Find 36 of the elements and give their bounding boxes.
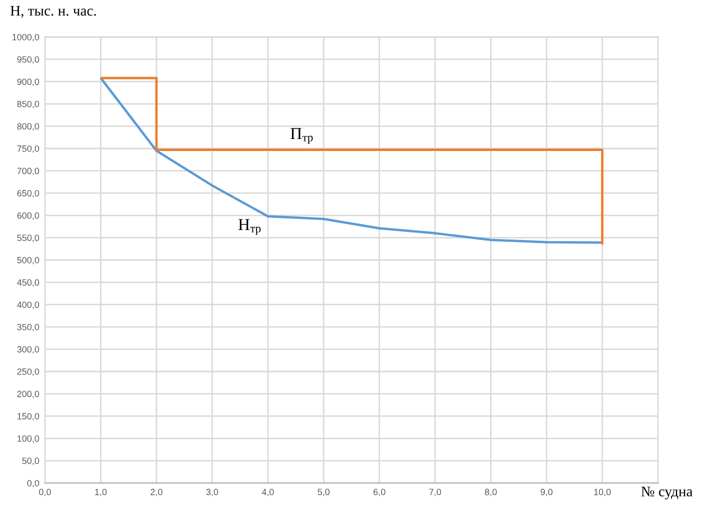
x-tick-label: 5,0 (318, 488, 330, 496)
series-label: П$_{тр}$ (290, 128, 313, 144)
x-tick-label: 2,0 (150, 488, 162, 496)
y-tick-label: 600,0 (17, 212, 40, 220)
y-tick-label: 150,0 (18, 413, 40, 421)
y-tick-label: 700,0 (17, 168, 40, 176)
x-tick-label: 9,0 (540, 488, 552, 496)
y-tick-label: 550,0 (17, 234, 40, 242)
y-tick-label: 800,0 (17, 123, 40, 131)
y-tick-label: 450,0 (17, 279, 40, 287)
y-tick-label: 300,0 (17, 346, 40, 354)
x-tick-label: 3,0 (206, 488, 218, 496)
y-tick-label: 0,0 (27, 480, 40, 488)
y-tick-label: 250,0 (17, 368, 40, 376)
x-tick-label: 0,0 (39, 488, 51, 496)
y-tick-label: 1000,0 (12, 34, 40, 42)
x-tick-label: 7,0 (429, 488, 442, 496)
y-tick-label: 650,0 (17, 190, 40, 198)
y-tick-label: 350,0 (17, 324, 40, 332)
y-tick-label: 750,0 (17, 145, 40, 153)
y-tick-label: 850,0 (17, 100, 40, 108)
y-tick-label: 100,0 (18, 435, 40, 443)
y-tick-label: 900,0 (17, 78, 40, 86)
series-label: Н$_{тр}$ (238, 219, 261, 235)
x-tick-label: 8,0 (484, 488, 497, 496)
x-tick-label: 10,0 (594, 488, 611, 496)
x-tick-label: 4,0 (262, 488, 274, 496)
y-tick-label: 500,0 (17, 256, 40, 264)
x-tick-label: 6,0 (374, 488, 386, 496)
y-axis-title: Н, тыс. н. час. (10, 6, 96, 18)
x-tick-label: 1,0 (95, 488, 107, 496)
y-tick-label: 950,0 (17, 56, 40, 64)
y-tick-label: 50,0 (22, 458, 40, 466)
y-tick-label: 400,0 (17, 302, 40, 310)
y-tick-label: 200,0 (17, 390, 40, 398)
x-axis-title: № судна (641, 486, 693, 500)
